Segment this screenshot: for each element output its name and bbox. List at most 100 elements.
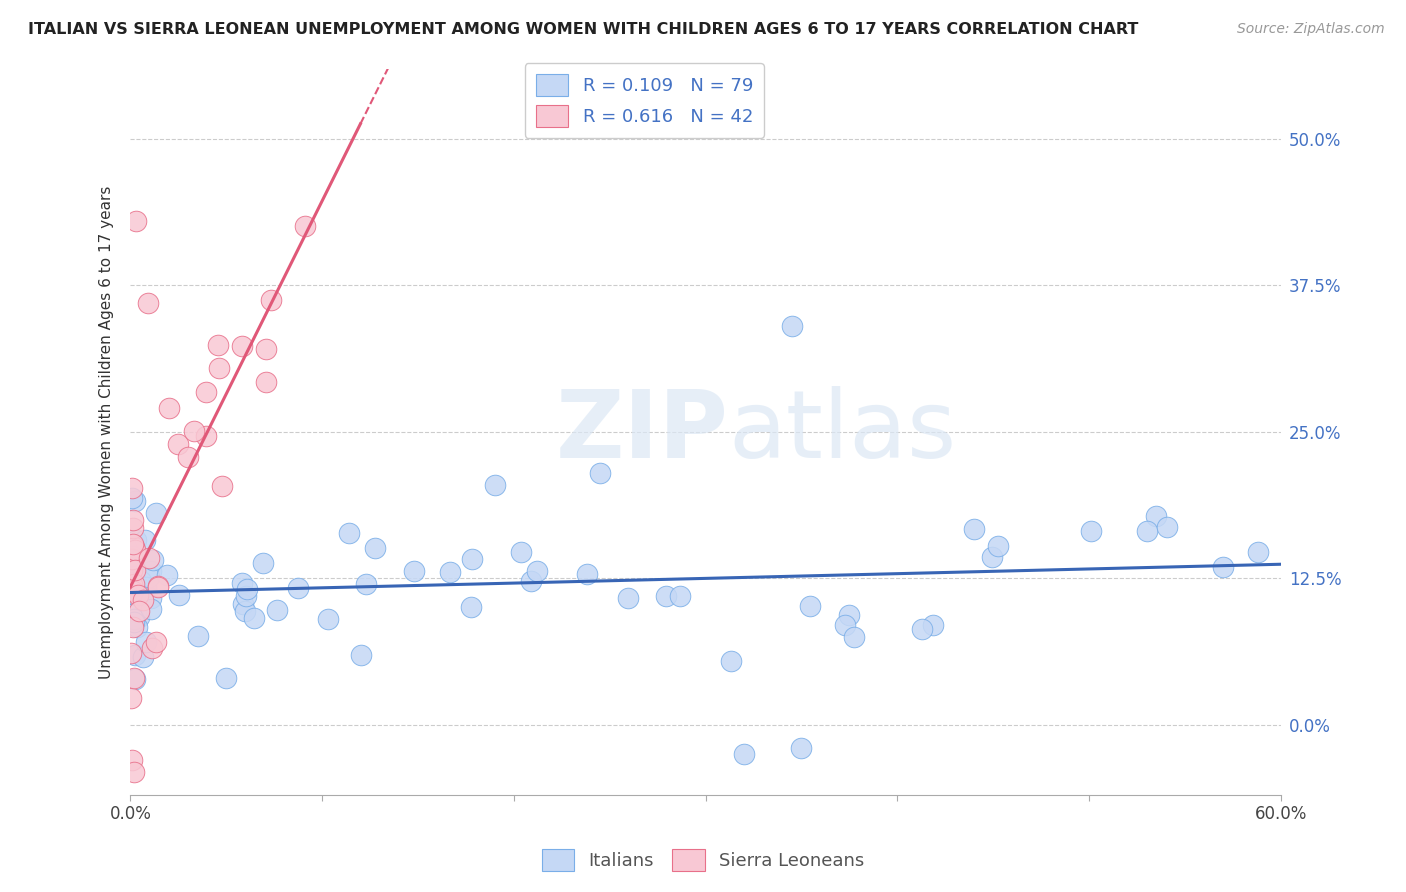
Point (484, 477, 506, 491)
Point (135, 580, 157, 594)
Point (356, 577, 378, 591)
Point (617, 591, 640, 605)
Point (121, 481, 143, 495)
Point (122, 612, 145, 626)
Point (911, 622, 934, 636)
Point (121, 583, 143, 598)
Point (215, 671, 238, 685)
Point (122, 557, 145, 571)
Point (242, 611, 264, 625)
Point (121, 562, 143, 576)
Point (122, 615, 145, 629)
Point (128, 610, 150, 624)
Point (128, 603, 150, 617)
Point (842, 630, 865, 644)
Point (124, 563, 146, 577)
Point (122, 576, 145, 591)
Point (120, 564, 142, 578)
Text: atlas: atlas (728, 386, 957, 478)
Point (349, 648, 371, 662)
Point (834, 618, 856, 632)
Point (142, 553, 165, 567)
Point (252, 556, 274, 570)
Point (156, 567, 179, 582)
Point (780, 319, 803, 334)
Legend: R = 0.109   N = 79, R = 0.616   N = 42: R = 0.109 N = 79, R = 0.616 N = 42 (524, 63, 763, 138)
Point (141, 565, 163, 579)
Point (1144, 509, 1167, 524)
Point (980, 549, 1002, 564)
Point (461, 551, 484, 566)
Point (136, 296, 159, 310)
Point (194, 384, 217, 399)
Point (316, 612, 339, 626)
Point (121, 578, 143, 592)
Point (669, 589, 692, 603)
Point (125, 214, 148, 228)
Point (122, 521, 145, 535)
Point (121, 551, 143, 566)
Point (145, 635, 167, 649)
Point (138, 570, 160, 584)
Point (231, 338, 253, 352)
Point (134, 533, 156, 548)
Point (121, 491, 143, 505)
Point (211, 478, 233, 492)
Point (124, 493, 146, 508)
Point (167, 436, 190, 450)
Point (235, 589, 257, 603)
Point (233, 604, 256, 618)
Point (402, 564, 425, 578)
Point (589, 466, 612, 480)
Point (127, 620, 149, 634)
Text: ZIP: ZIP (555, 386, 728, 478)
Point (121, 563, 143, 577)
Point (124, 577, 146, 591)
Point (122, 672, 145, 686)
Point (120, 646, 142, 660)
Point (339, 525, 361, 540)
Point (120, 690, 142, 705)
Point (232, 598, 254, 612)
Point (124, 672, 146, 686)
Point (1247, 545, 1270, 559)
Point (121, 753, 143, 767)
Point (125, 605, 148, 619)
Point (266, 603, 288, 617)
Point (254, 342, 277, 356)
Point (141, 640, 163, 655)
Point (921, 618, 943, 632)
Point (135, 635, 157, 649)
Point (231, 576, 253, 591)
Point (439, 565, 461, 579)
Point (138, 551, 160, 566)
Point (509, 545, 531, 559)
Point (131, 593, 153, 607)
Point (139, 602, 162, 616)
Point (460, 599, 482, 614)
Point (194, 428, 217, 442)
Point (121, 549, 143, 564)
Point (124, 543, 146, 558)
Point (799, 599, 821, 613)
Point (1136, 524, 1159, 538)
Text: Source: ZipAtlas.com: Source: ZipAtlas.com (1237, 22, 1385, 37)
Point (122, 764, 145, 779)
Point (127, 589, 149, 603)
Point (655, 589, 678, 603)
Point (720, 654, 742, 668)
Point (963, 523, 986, 537)
Point (1156, 520, 1178, 534)
Point (122, 537, 145, 551)
Point (177, 450, 200, 464)
Point (139, 591, 162, 605)
Point (122, 587, 145, 601)
Point (364, 541, 387, 555)
Point (146, 580, 169, 594)
Point (838, 608, 860, 623)
Point (254, 376, 277, 390)
Point (157, 401, 180, 416)
Point (207, 337, 229, 351)
Point (1212, 559, 1234, 574)
Y-axis label: Unemployment Among Women with Children Ages 6 to 17 years: Unemployment Among Women with Children A… (100, 186, 114, 679)
